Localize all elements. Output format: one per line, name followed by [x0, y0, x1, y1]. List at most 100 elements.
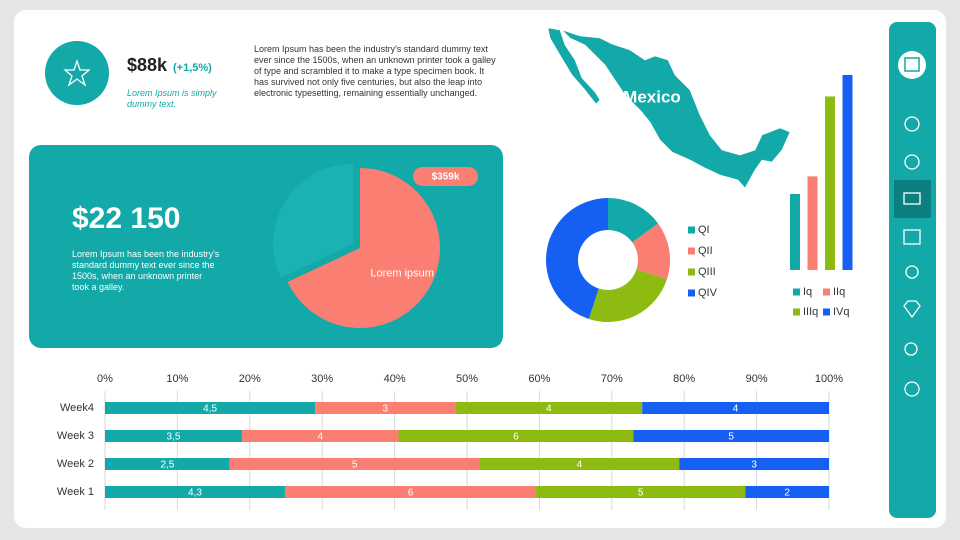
- bar-segment: [536, 486, 746, 498]
- legend-label: IVq: [833, 306, 850, 318]
- slice-label: Lorem ipsum: [370, 267, 434, 279]
- bar-segment: [105, 458, 230, 470]
- data-label: 4: [577, 460, 583, 471]
- x-tick-label: 0%: [97, 373, 113, 385]
- bar-segment: [398, 430, 634, 442]
- x-tick-label: 80%: [673, 373, 695, 385]
- kpi-value: $88k: [127, 55, 168, 75]
- x-tick-label: 10%: [166, 373, 188, 385]
- legend-label: Iq: [803, 286, 812, 298]
- briefcase-icon[interactable]: [903, 192, 921, 205]
- sidebar-active[interactable]: [894, 180, 931, 218]
- bar-segment: [633, 430, 829, 442]
- bar-segment: [229, 458, 480, 470]
- intro-text: Lorem Ipsum has been the industry's stan…: [254, 44, 496, 98]
- bar-segment: [241, 430, 399, 442]
- data-label: 3: [751, 460, 757, 471]
- pie-slice: [287, 168, 440, 329]
- donut-slice: [588, 269, 667, 323]
- star-icon[interactable]: [904, 381, 920, 397]
- calendar-icon: [904, 57, 920, 72]
- kpi-change: (+1,5%): [173, 62, 212, 74]
- bar-segment: [642, 402, 829, 414]
- data-label: 4,3: [188, 488, 202, 499]
- donut-slice: [632, 223, 670, 280]
- data-label: 5: [728, 432, 734, 443]
- zoom-icon[interactable]: [904, 342, 918, 356]
- bar-segment: [679, 458, 829, 470]
- map-label: Mexico: [623, 87, 681, 106]
- diamond-icon[interactable]: [903, 300, 921, 319]
- bar-segment: [105, 486, 285, 498]
- data-label: 5: [352, 460, 358, 471]
- bar-segment: [105, 402, 316, 414]
- data-label: 4: [546, 404, 552, 415]
- bar-segment: [105, 430, 242, 442]
- legend-swatch: [688, 247, 695, 255]
- bar: [842, 75, 853, 270]
- sidebar-icon[interactable]: [898, 51, 926, 79]
- calendar-icon[interactable]: [903, 229, 921, 245]
- x-tick-label: 40%: [384, 373, 406, 385]
- bar: [807, 176, 818, 270]
- data-label: 6: [513, 432, 519, 443]
- legend-label: IIq: [833, 286, 845, 298]
- bar-segment: [455, 402, 643, 414]
- data-label: 5: [638, 488, 644, 499]
- x-tick-label: 100%: [815, 373, 843, 385]
- x-tick-label: 60%: [528, 373, 550, 385]
- pie-slice: [273, 163, 354, 278]
- settings-icon[interactable]: [904, 116, 920, 132]
- donut-slice: [608, 198, 659, 243]
- legend-swatch: [688, 226, 695, 234]
- kpi-icon: [45, 41, 109, 105]
- sidebar-icons: [903, 116, 921, 397]
- legend-swatch: [688, 268, 695, 276]
- bar: [790, 193, 800, 270]
- star: [63, 58, 91, 87]
- data-label: 3: [382, 404, 388, 415]
- highlight-text: Lorem Ipsum has been the industry's stan…: [72, 249, 220, 292]
- x-tick-label: 90%: [746, 373, 768, 385]
- users-icon[interactable]: [905, 265, 919, 279]
- legend-label: QII: [698, 245, 713, 257]
- y-tick-label: Week4: [60, 402, 94, 414]
- badge-label: $359k: [432, 172, 460, 183]
- x-tick-label: 50%: [456, 373, 478, 385]
- data-label: 4: [733, 404, 739, 415]
- legend-swatch: [688, 289, 695, 297]
- legend-label: QIV: [698, 287, 718, 299]
- kpi-caption: Lorem Ipsum is simply dummy text.: [127, 88, 217, 109]
- y-tick-label: Week 3: [57, 430, 94, 442]
- bar-segment: [745, 486, 829, 498]
- clock-icon[interactable]: [904, 154, 920, 170]
- donut-slice: [545, 197, 608, 319]
- data-label: 4,5: [203, 404, 217, 415]
- mexico-map: [547, 27, 791, 189]
- x-tick-label: 70%: [601, 373, 623, 385]
- bar: [825, 96, 835, 270]
- x-tick-label: 30%: [311, 373, 333, 385]
- legend-swatch: [823, 288, 830, 296]
- legend-label: QIII: [698, 266, 716, 278]
- legend-label: QI: [698, 224, 710, 236]
- y-tick-label: Week 1: [57, 486, 94, 498]
- data-label: 2,5: [160, 460, 174, 471]
- y-tick-label: Week 2: [57, 458, 94, 470]
- data-label: 6: [408, 488, 414, 499]
- highlight-value: $22 150: [72, 202, 180, 235]
- bar-segment: [284, 486, 537, 498]
- legend-label: IIIq: [803, 306, 818, 318]
- bar-segment: [315, 402, 456, 414]
- data-label: 2: [784, 488, 790, 499]
- sidebar: [889, 22, 936, 518]
- data-label: 3,5: [167, 432, 181, 443]
- badge: [413, 167, 478, 186]
- legend-swatch: [823, 308, 830, 316]
- legend-swatch: [793, 288, 800, 296]
- legend-swatch: [793, 308, 800, 316]
- x-tick-label: 20%: [239, 373, 261, 385]
- data-label: 4: [317, 432, 323, 443]
